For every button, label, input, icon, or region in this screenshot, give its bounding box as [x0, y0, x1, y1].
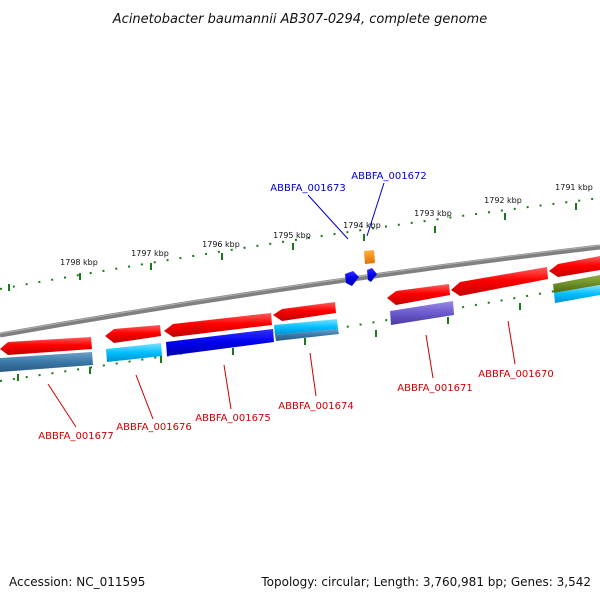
gene-label-001672: ABBFA_001672	[351, 171, 426, 182]
leader-001671	[425, 334, 434, 379]
leader-001672	[366, 182, 385, 237]
gene-label-001673: ABBFA_001673	[270, 183, 345, 194]
gene-labels: ABBFA_001677 ABBFA_001676 ABBFA_001675 A…	[38, 171, 553, 442]
gene-track-reverse	[0, 256, 600, 355]
gene-label-001675: ABBFA_001675	[195, 413, 270, 424]
leader-001673	[307, 194, 349, 240]
gene-olive-edge[interactable]	[553, 275, 600, 293]
gene-001675-b[interactable]	[166, 329, 274, 356]
gene-track-forward	[345, 250, 377, 286]
scale-label: 1793 kbp	[414, 209, 452, 218]
outer-scale: 1798 kbp 1797 kbp 1796 kbp 1795 kbp 1794…	[0, 183, 600, 291]
gene-001674-b[interactable]	[274, 319, 338, 335]
leader-001677	[47, 383, 77, 428]
outer-major-ticks	[8, 203, 577, 291]
gene-001670[interactable]	[451, 267, 548, 296]
gene-right-edge[interactable]	[549, 256, 600, 277]
gene-label-001676: ABBFA_001676	[116, 422, 191, 433]
gene-track-reverse-2	[0, 275, 600, 372]
gene-label-001674: ABBFA_001674	[278, 401, 353, 412]
map-title: Acinetobacter baumannii AB307-0294, comp…	[112, 12, 487, 27]
scale-label: 1796 kbp	[202, 240, 240, 249]
leader-001674	[309, 352, 317, 397]
gene-001674-c[interactable]	[275, 329, 339, 341]
gene-001671-a[interactable]	[387, 284, 450, 305]
scale-label: 1798 kbp	[60, 258, 98, 267]
gene-001672-a[interactable]	[367, 268, 377, 282]
genome-backbone-highlight	[0, 245, 600, 334]
leader-lines	[47, 182, 516, 428]
accession-text: Accession: NC_011595	[9, 575, 145, 589]
gene-label-001670: ABBFA_001670	[478, 369, 553, 380]
gene-001674-a[interactable]	[273, 302, 336, 321]
scale-label: 1792 kbp	[484, 196, 522, 205]
leader-001676	[135, 374, 154, 420]
scale-label: 1797 kbp	[131, 249, 169, 258]
scale-label: 1791 kbp	[555, 183, 593, 192]
leader-001675	[223, 364, 232, 410]
gene-001673[interactable]	[345, 271, 359, 286]
gene-001676-b[interactable]	[106, 343, 162, 362]
leader-001670	[507, 320, 516, 365]
gene-001677-b[interactable]	[0, 352, 93, 372]
gene-001675-a[interactable]	[164, 313, 272, 337]
gene-001677-a[interactable]	[0, 337, 92, 355]
gene-001676-a[interactable]	[105, 325, 161, 343]
gene-001672[interactable]	[364, 250, 375, 264]
genome-backbone	[0, 244, 600, 338]
scale-label: 1795 kbp	[273, 231, 311, 240]
scale-label: 1794 kbp	[343, 221, 381, 230]
topology-text: Topology: circular; Length: 3,760,981 bp…	[260, 575, 591, 589]
gene-label-001671: ABBFA_001671	[397, 383, 472, 394]
gene-label-001677: ABBFA_001677	[38, 431, 113, 442]
gene-cyan-edge[interactable]	[554, 285, 600, 303]
gene-001671-b[interactable]	[390, 301, 454, 325]
